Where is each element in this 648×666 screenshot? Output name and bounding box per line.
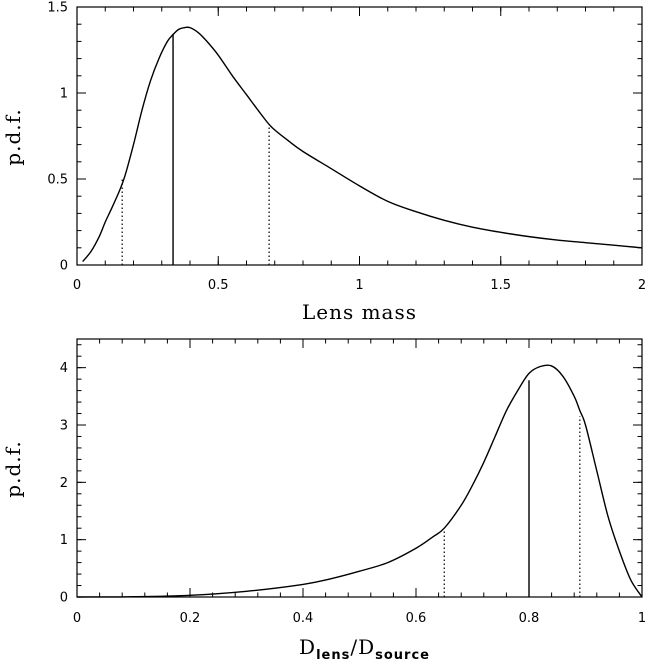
- y-tick-label: 1: [60, 533, 68, 548]
- y-tick-label: 1: [60, 87, 68, 102]
- x-tick-label: 1.5: [490, 278, 511, 293]
- y-tick-label: 0: [60, 259, 68, 274]
- x-tick-label: 2: [638, 278, 646, 293]
- x-tick-label: 0: [73, 278, 81, 293]
- x-tick-label: 0.5: [208, 278, 229, 293]
- x-tick-label: 1: [355, 278, 363, 293]
- x-tick-label: 0.4: [293, 611, 314, 626]
- x-tick-label: 0.6: [406, 611, 427, 626]
- x-axis-label: Lens mass: [302, 300, 417, 324]
- y-axis-label: p.d.f.: [1, 108, 25, 165]
- y-tick-label: 0: [60, 591, 68, 606]
- x-tick-label: 1: [638, 611, 646, 626]
- y-tick-label: 0.5: [47, 173, 68, 188]
- x-tick-label: 0: [73, 611, 81, 626]
- y-tick-label: 3: [60, 419, 68, 434]
- plot-frame: [76, 338, 643, 598]
- y-tick-label: 2: [60, 476, 68, 491]
- x-tick-label: 0.8: [519, 611, 540, 626]
- plot-frame: [76, 6, 643, 266]
- pdf-curve-1: [82, 26, 643, 263]
- chart-panel-1: 0 0.5 1 1.5 2 0 0.5 1 1.5 Lens mass p.d.f.: [1, 1, 646, 325]
- chart-panel-2: 0 0.2 0.4 0.6 0.8 1 0 1 2 3 4 Dlens/Dsource p.d.f.: [1, 338, 646, 663]
- x-axis-label: Dlens/Dsource: [299, 635, 430, 663]
- pdf-curve-1: [76, 364, 643, 598]
- y-tick-label: 4: [60, 361, 68, 376]
- y-tick-label: 1.5: [47, 1, 68, 16]
- x-tick-label: 0.2: [180, 611, 201, 626]
- y-axis-label: p.d.f.: [1, 440, 25, 497]
